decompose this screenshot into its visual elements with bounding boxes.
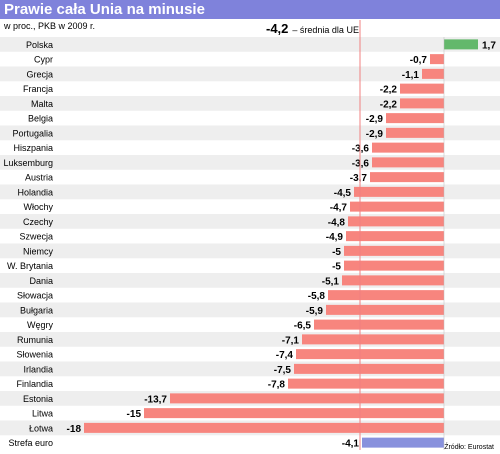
category-label: Węgry [27,320,54,330]
value-label: -2,2 [380,99,398,110]
category-label: Finlandia [16,379,53,389]
category-label: W. Brytania [7,261,53,271]
value-label: -5,1 [322,276,340,287]
category-label: Czechy [23,217,54,227]
reference-text: – średnia dla UE [292,25,359,35]
value-label: -7,5 [274,365,292,376]
category-label: Hiszpania [13,143,53,153]
category-label: Łotwa [29,423,53,433]
bar [344,260,444,271]
bar [350,201,444,212]
bar [372,157,444,168]
bar [372,142,444,153]
value-label: -5 [332,262,341,273]
value-label: -7,1 [282,335,300,346]
bar [400,98,444,109]
value-label: -13,7 [144,394,167,405]
value-label: -15 [127,409,142,420]
bar [400,83,444,94]
value-label: -7,4 [276,350,294,361]
value-label: -3,7 [350,173,368,184]
bar [362,437,444,448]
category-label: Polska [26,40,53,50]
bar [326,304,444,315]
category-label: Włochy [23,202,53,212]
category-label: Bułgaria [20,305,53,315]
bar [144,408,444,419]
category-label: Malta [31,99,53,109]
chart-subtitle: w proc., PKB w 2009 r. [4,21,96,31]
category-label: Dania [29,276,53,286]
value-label: -4,7 [330,203,348,214]
row-stripe [0,125,500,141]
value-label: -2,2 [380,85,398,96]
value-label: -5,8 [308,291,326,302]
value-label: -18 [67,424,82,435]
category-label: Słowacja [17,291,53,301]
row-stripe [0,37,500,52]
value-label: -3,6 [352,144,370,155]
bar [170,393,444,404]
bar [430,54,444,65]
value-label: 1,7 [482,40,496,51]
category-label: Rumunia [17,335,53,345]
category-label: Portugalia [12,128,53,138]
category-label: Francja [23,84,53,94]
bar [84,422,444,433]
bar [346,231,444,242]
reference-label: -4,2– średnia dla UE [266,20,359,38]
value-label: -6,5 [294,321,312,332]
value-label: -0,7 [410,55,428,66]
category-label: Austria [25,173,53,183]
value-label: -1,1 [402,70,420,81]
bar [444,39,478,50]
category-label: Irlandia [23,364,53,374]
value-label: -2,9 [366,129,384,140]
bar [314,319,444,330]
bar [294,363,444,374]
category-label: Grecja [26,69,53,79]
bar [348,216,444,227]
value-label: -4,1 [342,439,360,450]
category-label: Cypr [34,55,53,65]
bar [296,349,444,360]
row-stripe [0,66,500,82]
category-label: Słowenia [16,350,53,360]
bar [328,290,444,301]
category-label: Szwecja [19,232,53,242]
bar [342,275,444,286]
category-label: Litwa [32,409,53,419]
value-label: -4,9 [326,232,344,243]
bar [370,172,444,183]
source-note: Źródło: Eurostat [444,444,494,451]
bar [386,127,444,138]
title-bar [0,0,500,19]
category-label: Luksemburg [3,158,53,168]
value-label: -5 [332,247,341,258]
value-label: -2,9 [366,114,384,125]
bar [302,334,444,345]
value-label: -3,6 [352,158,370,169]
category-label: Niemcy [23,246,54,256]
bar [386,113,444,124]
bar [288,378,444,389]
bar [422,68,444,79]
bar [354,186,444,197]
row-stripe [0,96,500,111]
value-label: -7,8 [268,380,286,391]
bar [344,245,444,256]
category-label: Estonia [23,394,53,404]
reference-value: -4,2 [266,21,289,36]
value-label: -4,8 [328,217,346,228]
category-label: Holandia [17,187,53,197]
value-label: -4,5 [334,188,352,199]
chart-title: Prawie cała Unia na minusie [4,1,205,18]
category-label: Strefa euro [8,438,53,448]
category-label: Belgia [28,114,53,124]
value-label: -5,9 [306,306,324,317]
